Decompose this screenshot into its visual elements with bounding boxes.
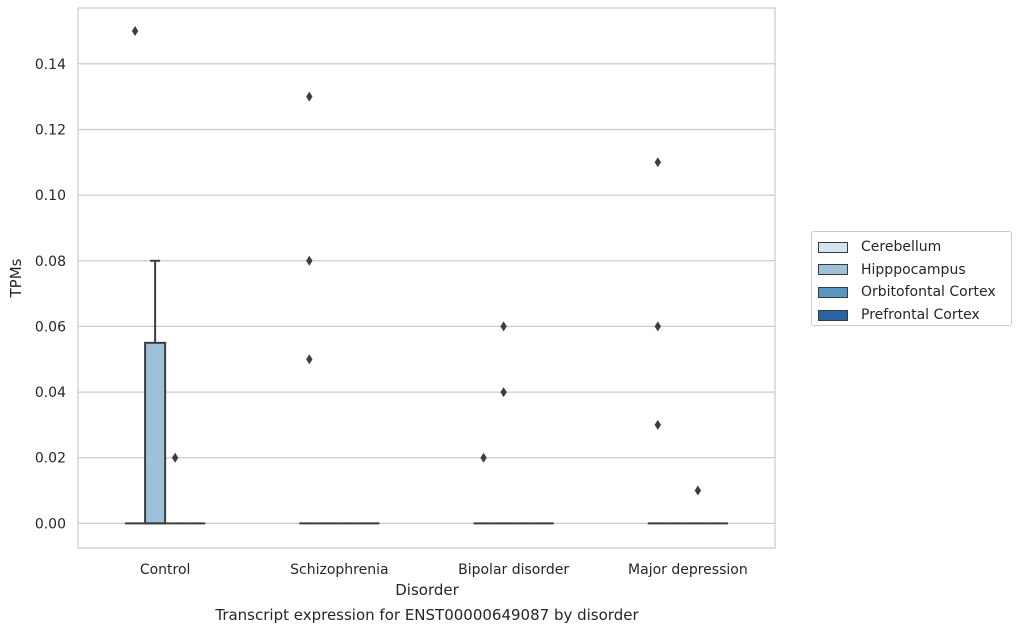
outlier-point bbox=[306, 255, 313, 266]
y-tick-label: 0.04 bbox=[35, 385, 66, 401]
outlier-point bbox=[306, 91, 313, 102]
gridlines bbox=[78, 63, 775, 525]
y-axis-label: TPMs bbox=[7, 258, 25, 298]
legend-label: Cerebellum bbox=[861, 239, 942, 256]
legend-label: Hipppocampus bbox=[861, 261, 966, 278]
y-tick-label: 0.12 bbox=[35, 122, 66, 138]
legend: Cerebellum Hipppocampus Orbitofontal Corte… bbox=[811, 231, 1012, 326]
x-tick-label: Schizophrenia bbox=[290, 562, 388, 578]
boxes-layer bbox=[125, 25, 728, 525]
box bbox=[144, 341, 167, 525]
x-axis-label: Disorder bbox=[395, 581, 459, 599]
legend-label: Orbitofontal Cortex bbox=[861, 284, 996, 301]
y-tick-label: 0.10 bbox=[35, 188, 66, 204]
x-tick-label: Control bbox=[140, 562, 191, 578]
y-tick-label: 0.02 bbox=[35, 451, 66, 467]
legend-item: Prefrontal Cortex bbox=[818, 304, 1011, 327]
outlier-point bbox=[654, 157, 662, 168]
x-tick-label: Major depression bbox=[628, 562, 748, 578]
y-tick-label: 0.06 bbox=[35, 319, 66, 335]
outlier-point bbox=[171, 452, 179, 463]
legend-label: Prefrontal Cortex bbox=[861, 307, 980, 324]
outlier-point bbox=[500, 387, 507, 398]
legend-swatch bbox=[818, 241, 848, 253]
y-tick-label: 0.14 bbox=[35, 57, 66, 73]
outlier-point bbox=[654, 321, 662, 332]
legend-swatch bbox=[818, 286, 848, 298]
legend-item: Cerebellum bbox=[818, 236, 1011, 259]
legend-swatch bbox=[818, 264, 848, 276]
y-tick-label: 0.08 bbox=[35, 254, 66, 270]
outlier-point bbox=[500, 321, 507, 332]
outlier-point bbox=[694, 485, 702, 496]
y-tick-label: 0.00 bbox=[35, 516, 66, 532]
y-tick-labels: 0.00 0.02 0.04 0.06 0.08 0.10 0.12 0.14 bbox=[35, 57, 66, 533]
plot-frame bbox=[77, 7, 776, 549]
legend-item: Orbitofontal Cortex bbox=[818, 281, 1011, 304]
outlier-point bbox=[654, 419, 662, 430]
outlier-point bbox=[131, 25, 139, 36]
x-tick-labels: Control Schizophrenia Bipolar disorder Majo… bbox=[140, 562, 748, 578]
legend-swatch bbox=[818, 309, 848, 321]
chart-caption: Transcript expression for ENST0000064908… bbox=[215, 606, 639, 624]
outlier-point bbox=[306, 354, 313, 365]
outlier-point bbox=[480, 452, 487, 463]
x-tick-label: Bipolar disorder bbox=[458, 562, 569, 578]
legend-item: Hipppocampus bbox=[818, 259, 1011, 282]
